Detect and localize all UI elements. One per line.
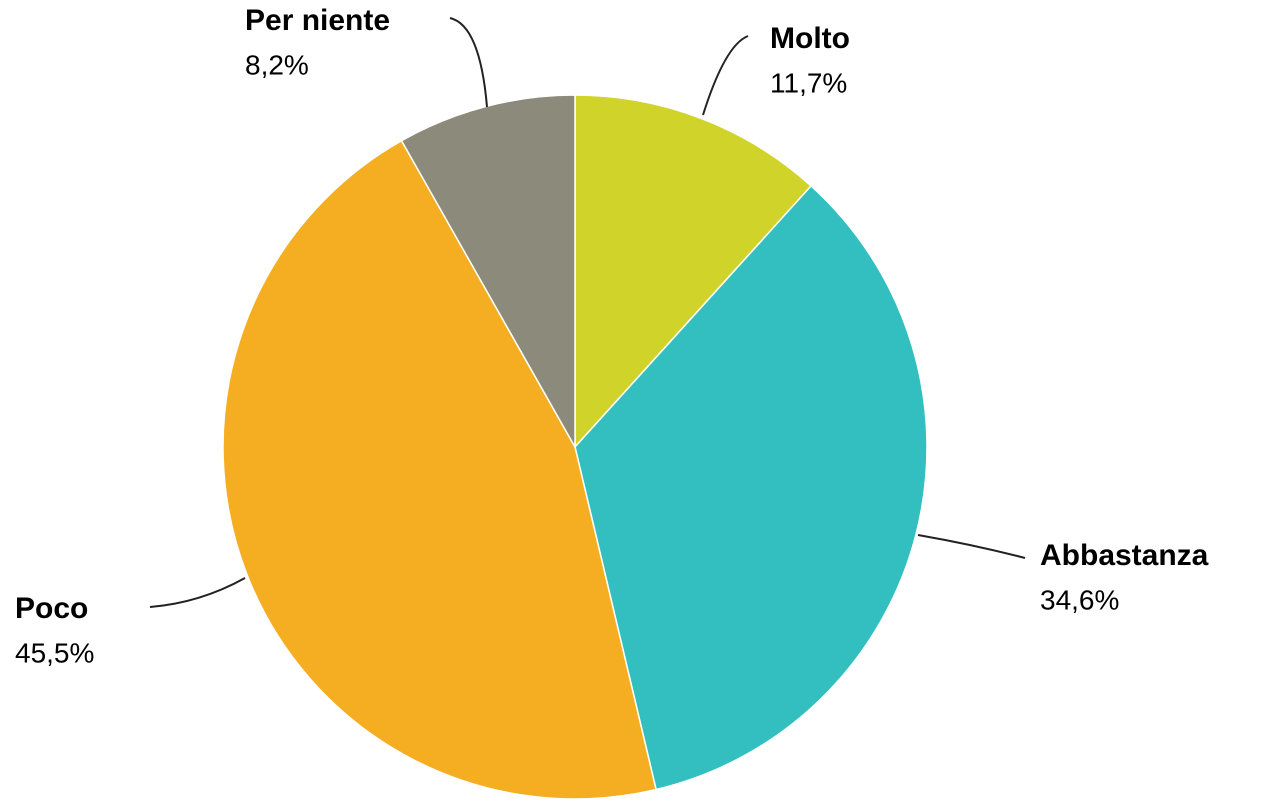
leader-line xyxy=(149,577,246,608)
pie-slice xyxy=(574,184,928,791)
leader-line xyxy=(702,35,749,116)
slice-label: Abbastanza xyxy=(1040,539,1209,572)
pie-slice xyxy=(400,94,576,450)
slice-value-label: 8,2% xyxy=(245,49,309,80)
pie-slice xyxy=(222,139,657,800)
slice-label: Molto xyxy=(770,22,850,55)
slice-value-label: 11,7% xyxy=(770,67,847,98)
slice-value-label: 34,6% xyxy=(1040,584,1119,615)
slice-label: Poco xyxy=(15,592,88,625)
leader-line xyxy=(449,17,488,108)
leader-line xyxy=(917,534,1026,559)
pie-slice xyxy=(574,94,813,449)
slice-value-label: 45,5% xyxy=(15,637,94,668)
slice-label: Per niente xyxy=(245,4,390,37)
